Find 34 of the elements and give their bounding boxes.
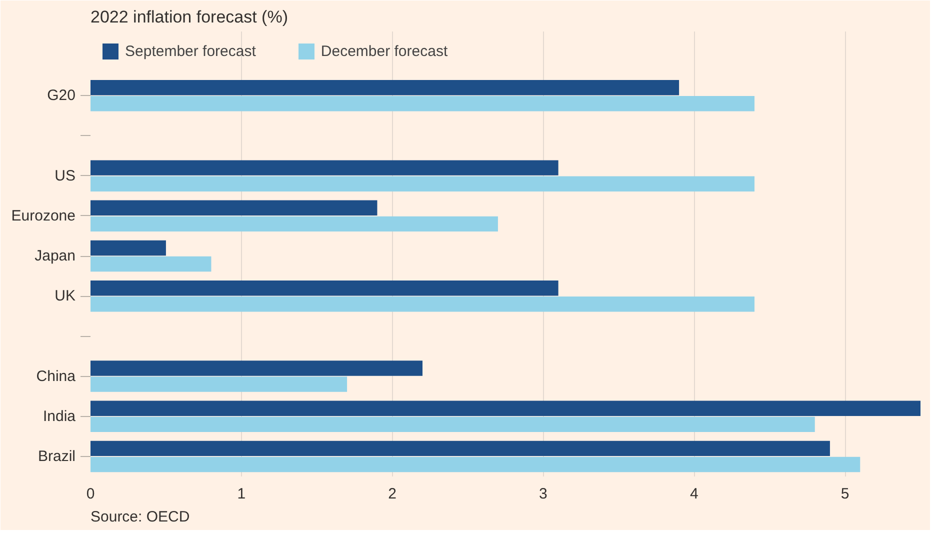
bar <box>90 216 498 232</box>
bar <box>90 456 860 472</box>
x-tick-label: 5 <box>840 486 850 502</box>
y-tick-label: China <box>36 368 76 385</box>
legend-label: September forecast <box>125 42 256 60</box>
y-tick-label: Brazil <box>38 448 76 465</box>
legend-label: December forecast <box>320 42 448 60</box>
y-tick-label: India <box>42 408 76 425</box>
x-tick-label: 4 <box>690 486 698 502</box>
bar <box>90 96 754 112</box>
bar <box>90 376 348 392</box>
bar <box>90 400 920 416</box>
bar <box>90 240 166 256</box>
bar <box>90 296 754 312</box>
y-tick-label: Eurozone <box>11 207 76 224</box>
source-note: Source: OECD <box>90 508 190 526</box>
x-tick-label: 2 <box>388 486 396 502</box>
y-tick-label: G20 <box>47 87 76 104</box>
bar <box>90 176 754 192</box>
y-tick-label: UK <box>54 288 76 305</box>
y-tick-label: US <box>54 167 76 184</box>
bar <box>90 440 830 456</box>
bar <box>90 416 815 432</box>
bar <box>90 80 680 96</box>
x-tick-label: 1 <box>237 486 246 502</box>
y-tick-label: Japan <box>34 248 76 265</box>
x-tick-label: 0 <box>86 486 95 502</box>
bar <box>90 256 212 272</box>
bar <box>90 200 378 216</box>
chart-title: 2022 inflation forecast (%) <box>90 8 288 26</box>
x-tick-label: 3 <box>539 486 548 502</box>
bar <box>90 360 422 376</box>
bar <box>90 160 558 176</box>
bar <box>90 280 558 296</box>
